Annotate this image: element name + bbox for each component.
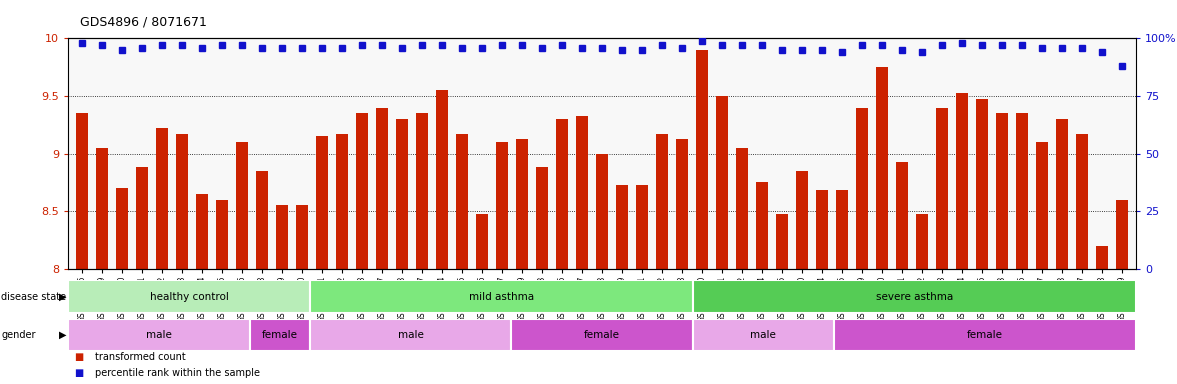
Bar: [516, 139, 528, 384]
Bar: [936, 108, 947, 384]
Text: ▶: ▶: [59, 330, 66, 340]
Text: ■: ■: [74, 368, 84, 378]
Text: percentile rank within the sample: percentile rank within the sample: [95, 368, 260, 378]
Bar: [696, 50, 709, 384]
Bar: [656, 134, 669, 384]
Bar: [1096, 246, 1108, 384]
Bar: [996, 113, 1008, 384]
Bar: [397, 119, 408, 384]
Bar: [556, 119, 568, 384]
Bar: [297, 205, 308, 384]
Bar: [876, 67, 887, 384]
Bar: [816, 190, 827, 384]
Bar: [596, 154, 609, 384]
Bar: [796, 171, 807, 384]
Text: disease state: disease state: [1, 291, 66, 302]
Bar: [676, 139, 689, 384]
Text: ▶: ▶: [59, 291, 66, 302]
Bar: [1116, 200, 1128, 384]
Bar: [310, 319, 511, 351]
Text: transformed count: transformed count: [95, 352, 186, 362]
Bar: [1036, 142, 1048, 384]
Bar: [496, 142, 508, 384]
Bar: [1016, 113, 1028, 384]
Bar: [693, 280, 1136, 313]
Bar: [476, 214, 488, 384]
Bar: [896, 162, 907, 384]
Bar: [976, 99, 988, 384]
Text: gender: gender: [1, 330, 35, 340]
Text: ■: ■: [74, 352, 84, 362]
Text: healthy control: healthy control: [149, 291, 228, 302]
Bar: [117, 188, 128, 384]
Bar: [736, 148, 747, 384]
Bar: [277, 205, 288, 384]
Bar: [377, 108, 388, 384]
Text: GDS4896 / 8071671: GDS4896 / 8071671: [80, 15, 207, 28]
Bar: [756, 182, 767, 384]
Bar: [511, 319, 693, 351]
Bar: [576, 116, 588, 384]
Bar: [137, 167, 148, 384]
Bar: [856, 108, 867, 384]
Bar: [257, 171, 268, 384]
Bar: [776, 214, 787, 384]
Bar: [97, 148, 108, 384]
Text: male: male: [146, 330, 172, 340]
Bar: [68, 319, 250, 351]
Bar: [693, 319, 833, 351]
Bar: [836, 190, 847, 384]
Bar: [337, 134, 348, 384]
Bar: [310, 280, 693, 313]
Text: female: female: [584, 330, 620, 340]
Bar: [616, 185, 629, 384]
Bar: [68, 280, 310, 313]
Bar: [237, 142, 248, 384]
Bar: [457, 134, 468, 384]
Bar: [157, 128, 168, 384]
Bar: [956, 93, 967, 384]
Bar: [177, 134, 188, 384]
Bar: [77, 113, 88, 384]
Bar: [197, 194, 208, 384]
Bar: [536, 167, 548, 384]
Bar: [417, 113, 428, 384]
Text: severe asthma: severe asthma: [876, 291, 953, 302]
Bar: [357, 113, 368, 384]
Bar: [833, 319, 1136, 351]
Bar: [217, 200, 228, 384]
Text: male: male: [398, 330, 424, 340]
Bar: [1056, 119, 1068, 384]
Bar: [916, 214, 927, 384]
Bar: [636, 185, 649, 384]
Text: mild asthma: mild asthma: [468, 291, 534, 302]
Bar: [1076, 134, 1088, 384]
Bar: [250, 319, 310, 351]
Text: female: female: [966, 330, 1003, 340]
Bar: [317, 136, 328, 384]
Bar: [716, 96, 729, 384]
Text: male: male: [750, 330, 776, 340]
Text: female: female: [261, 330, 298, 340]
Bar: [437, 90, 448, 384]
